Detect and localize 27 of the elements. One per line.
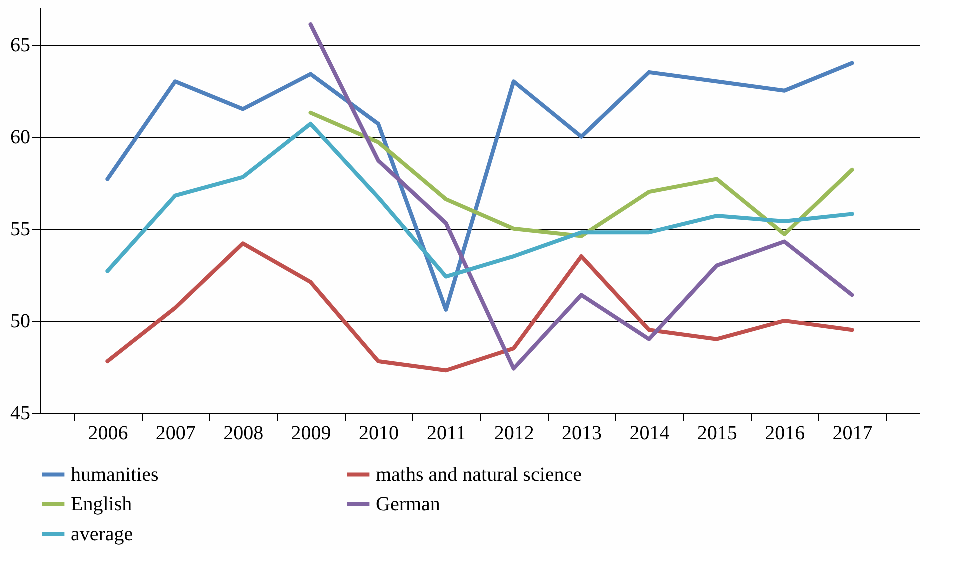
line-series xyxy=(106,61,854,312)
x-tick-label: 2011 xyxy=(427,422,466,444)
y-tick-label: 65 xyxy=(10,34,30,56)
x-tick-label: 2007 xyxy=(156,422,196,444)
x-tick-label: 2009 xyxy=(291,422,332,444)
y-tick-label: 60 xyxy=(10,126,30,148)
legend-label: average xyxy=(71,524,134,546)
x-tick-label: 2013 xyxy=(562,422,602,444)
legend-label: humanities xyxy=(71,464,159,486)
line-series xyxy=(308,110,854,238)
legend-label: English xyxy=(71,494,132,516)
x-tick-label: 2012 xyxy=(494,422,534,444)
legend-label: German xyxy=(376,494,440,516)
line-series xyxy=(308,22,854,371)
line-series xyxy=(106,242,854,373)
line-series xyxy=(106,122,854,279)
x-tick-label: 2008 xyxy=(224,422,264,444)
x-tick-label: 2016 xyxy=(765,422,806,444)
legend-label: maths and natural science xyxy=(376,464,582,486)
x-tick-label: 2006 xyxy=(88,422,128,444)
y-tick-label: 50 xyxy=(10,310,30,332)
x-tick-label: 2014 xyxy=(630,422,670,444)
y-tick-label: 45 xyxy=(10,402,30,424)
y-tick-label: 55 xyxy=(10,218,30,240)
x-tick-label: 2017 xyxy=(832,422,873,444)
x-tick-label: 2015 xyxy=(697,422,738,444)
x-tick-label: 2010 xyxy=(358,422,399,444)
